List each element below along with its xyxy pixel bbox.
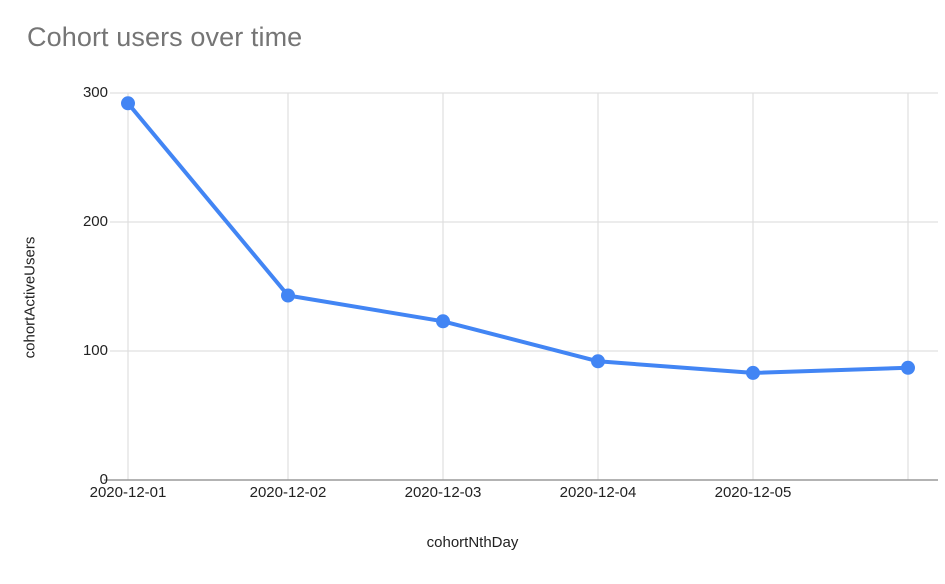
x-tick-label-5: 2020-12-05 xyxy=(714,484,792,501)
vertical-gridlines xyxy=(127,93,909,480)
y-axis-title: cohortActiveUsers xyxy=(21,236,39,359)
chart-title: Cohort users over time xyxy=(27,22,303,52)
data-point[interactable] xyxy=(591,354,605,369)
x-tick-label-2: 2020-12-02 xyxy=(249,484,327,501)
x-tick-label-1: 2020-12-01 xyxy=(89,484,167,501)
x-tick-label-4: 2020-12-04 xyxy=(559,484,637,501)
y-tick-label-100: 100 xyxy=(82,342,108,359)
y-tick-label-0: 0 xyxy=(99,471,108,488)
data-point[interactable] xyxy=(901,360,915,375)
data-series-line xyxy=(126,101,910,375)
x-axis-title: cohortNthDay xyxy=(426,534,519,551)
data-point[interactable] xyxy=(281,288,295,303)
data-point-group xyxy=(121,96,915,380)
data-point[interactable] xyxy=(436,314,450,329)
x-tick-label-3: 2020-12-03 xyxy=(404,484,482,501)
data-point[interactable] xyxy=(121,96,135,111)
y-tick-label-300: 300 xyxy=(82,84,108,101)
horizontal-gridlines xyxy=(110,92,938,352)
y-tick-label-200: 200 xyxy=(82,213,108,230)
data-point[interactable] xyxy=(746,365,760,380)
